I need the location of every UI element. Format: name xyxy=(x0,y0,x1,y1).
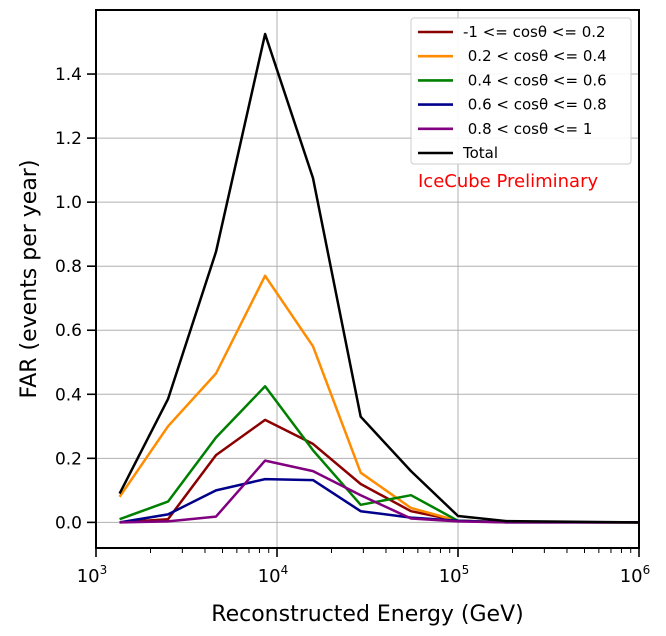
series-line xyxy=(118,32,640,524)
y-tick-label: 1.0 xyxy=(55,193,82,213)
series-line xyxy=(119,385,640,524)
y-tick-label: 0.8 xyxy=(55,257,82,277)
legend-label: 0.4 < cosθ <= 0.6 xyxy=(463,71,607,89)
series-line xyxy=(119,459,639,524)
y-tick-label: 0.4 xyxy=(55,385,82,405)
y-tick-label: 1.4 xyxy=(55,65,82,85)
legend-label: -1 <= cosθ <= 0.2 xyxy=(463,23,606,41)
y-tick-label: 0.0 xyxy=(55,513,82,533)
legend-label: Total xyxy=(462,144,498,162)
series-line xyxy=(118,274,640,524)
x-tick-label: 105 xyxy=(439,563,470,587)
y-tick-label: 0.2 xyxy=(55,449,82,469)
series-lines xyxy=(118,32,640,524)
legend-label: 0.8 < cosθ <= 1 xyxy=(463,120,592,138)
y-axis-label: FAR (events per year) xyxy=(17,160,42,399)
plot-frame xyxy=(95,9,640,549)
x-tick-label: 104 xyxy=(258,563,289,587)
y-tick-label: 1.2 xyxy=(55,129,82,149)
legend-label: 0.2 < cosθ <= 0.4 xyxy=(463,47,607,65)
icecube-preliminary-annotation: IceCube Preliminary xyxy=(418,171,598,192)
legend-label: 0.6 < cosθ <= 0.8 xyxy=(463,96,607,114)
x-tick-label: 106 xyxy=(620,563,651,587)
x-tick-label: 103 xyxy=(77,563,108,587)
axis-ticks: 0.0 0.2 0.4 0.6 0.8 1.0 1.2 1.4 103 104 105 106 xyxy=(55,65,650,587)
legend-box xyxy=(410,17,632,165)
legend: -1 <= cosθ <= 0.2 0.2 < cosθ <= 0.4 0.4 … xyxy=(410,17,632,165)
x-axis-label: Reconstructed Energy (GeV) xyxy=(211,602,523,627)
y-tick-label: 0.6 xyxy=(55,321,82,341)
